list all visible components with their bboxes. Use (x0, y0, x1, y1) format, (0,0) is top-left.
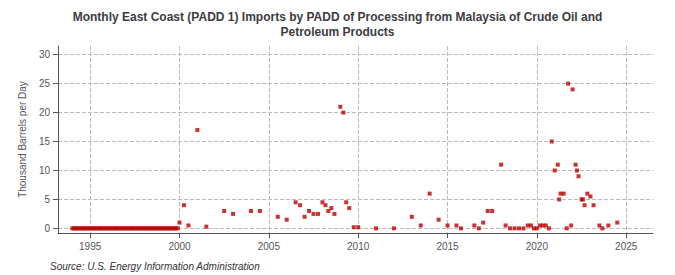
svg-text:2025: 2025 (615, 241, 638, 252)
svg-text:30: 30 (39, 49, 51, 60)
svg-text:25: 25 (39, 78, 51, 89)
svg-text:Monthly East Coast (PADD 1) Im: Monthly East Coast (PADD 1) Imports by P… (73, 10, 603, 24)
svg-text:0: 0 (44, 223, 50, 234)
svg-text:2020: 2020 (526, 241, 549, 252)
svg-text:2005: 2005 (258, 241, 281, 252)
svg-text:15: 15 (39, 136, 51, 147)
svg-text:2000: 2000 (168, 241, 191, 252)
svg-text:2010: 2010 (347, 241, 370, 252)
svg-text:Petroleum Products: Petroleum Products (280, 25, 394, 39)
svg-text:5: 5 (44, 194, 50, 205)
svg-text:10: 10 (39, 165, 51, 176)
svg-text:1995: 1995 (79, 241, 102, 252)
svg-text:Source: U.S. Energy Informatio: Source: U.S. Energy Information Administ… (50, 261, 260, 272)
svg-text:20: 20 (39, 107, 51, 118)
svg-text:2015: 2015 (436, 241, 459, 252)
svg-text:Thousand Barrels per Day: Thousand Barrels per Day (17, 81, 28, 198)
